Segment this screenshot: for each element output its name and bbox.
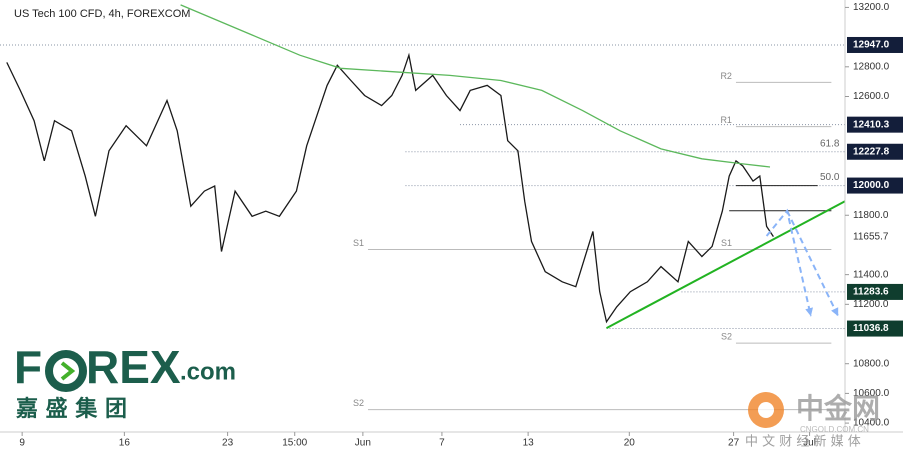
x-tick-label: 20 (624, 438, 636, 449)
logo: F REX .com 嘉 盛 集 团 (14, 341, 236, 422)
y-tick-label: 10400.0 (853, 418, 890, 429)
fib-label: 50.0 (820, 172, 840, 183)
logo-f: F (14, 341, 42, 393)
price-label: 12227.8 (853, 146, 890, 157)
pivot-label: S2 (721, 331, 732, 341)
watermark: 中金网 CNGOLD.COM.CN 中 文 财 经 新 媒 体 (745, 392, 880, 450)
x-tick-label: Jun (355, 438, 371, 449)
logo-arrow (60, 361, 76, 381)
price-label-box (847, 36, 903, 53)
price-label-box (847, 116, 903, 133)
price-label-box (847, 320, 903, 337)
pivot-label: R2 (720, 71, 732, 81)
watermark-url: CNGOLD.COM.CN (800, 425, 869, 434)
x-tick-label: 23 (222, 438, 234, 449)
pivot-label: S1 (353, 238, 364, 248)
x-tick-label: 27 (728, 438, 740, 449)
price-label: 12947.0 (853, 40, 890, 51)
arrow-head (805, 307, 813, 317)
pivot-label: R1 (720, 115, 732, 125)
chart-title: US Tech 100 CFD, 4h, FOREXCOM (14, 8, 190, 20)
y-tick-label: 11400.0 (853, 269, 889, 280)
x-tick-label: Jul (803, 438, 816, 449)
logo-o (45, 350, 87, 392)
watermark-icon-inner (758, 402, 774, 418)
x-tick-label: 15:00 (282, 438, 307, 449)
price-label: 12410.3 (853, 119, 890, 130)
price-label-box (847, 283, 903, 300)
pivot-label: S1 (721, 238, 732, 248)
price-label: 11036.8 (853, 323, 889, 334)
arrow-head (831, 307, 839, 317)
trendline (606, 200, 846, 329)
y-tick-label: 10600.0 (853, 388, 890, 399)
pivot-label: S2 (353, 398, 364, 408)
fib-label: 61.8 (820, 138, 840, 149)
x-tick-label: 7 (439, 438, 445, 449)
price-label: 12000.0 (853, 180, 890, 191)
logo-chinese: 嘉 盛 集 团 (16, 396, 127, 422)
price-label-box (847, 177, 903, 194)
y-tick-label: 13200.0 (853, 2, 890, 13)
y-tick-label: 11200.0 (853, 299, 889, 310)
y-tick-label: 12600.0 (853, 91, 890, 102)
x-tick-label: 13 (523, 438, 535, 449)
watermark-tagline: 中 文 财 经 新 媒 体 (745, 434, 861, 450)
x-tick-label: 16 (119, 438, 131, 449)
plot-area: R2 R1 S1 S2 S1 S2 61.8 50.0 (0, 4, 846, 411)
logo-rest: REX (86, 341, 181, 393)
y-tick-label: 11800.0 (853, 210, 889, 221)
price-label-box (847, 143, 903, 160)
price-line (180, 4, 771, 168)
y-tick-label: 10800.0 (853, 358, 890, 369)
y-tick-label: 12800.0 (853, 61, 890, 72)
watermark-name: 中金网 (796, 392, 880, 425)
logo-suffix: .com (180, 358, 236, 385)
price-label: 11655.7 (853, 231, 889, 242)
x-tick-label: 9 (19, 438, 25, 449)
price-line (6, 52, 774, 324)
price-label: 11283.6 (853, 287, 889, 298)
